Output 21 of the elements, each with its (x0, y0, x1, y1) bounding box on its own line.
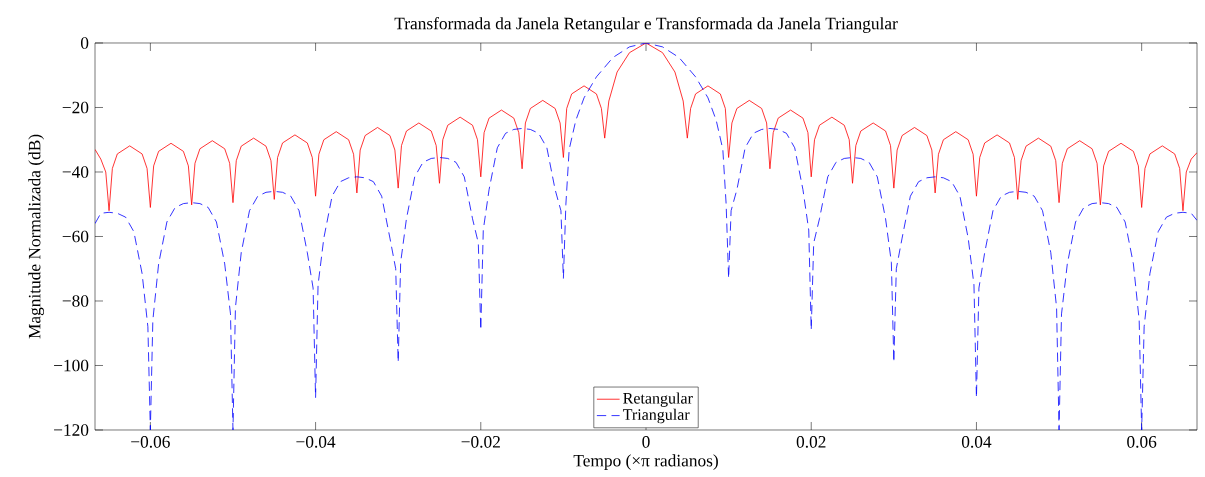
x-tick-label: −0.04 (296, 436, 336, 448)
line-series (95, 42, 1198, 212)
chart-title: Transformada da Janela Retangular e Transformada da Janela Triangular (394, 17, 898, 33)
line-series (95, 42, 1198, 430)
y-tick-label: −20 (62, 101, 89, 114)
x-tick-label: 0.02 (796, 436, 826, 448)
x-tick-label: −0.02 (461, 436, 500, 448)
legend-label: Retangular (623, 392, 693, 407)
y-tick-label: 0 (80, 37, 89, 49)
x-tick-label: 0.06 (1127, 436, 1157, 448)
y-tick-label: −100 (54, 359, 89, 372)
legend-label: Triangular (622, 408, 690, 424)
y-tick-label: −40 (62, 166, 89, 178)
x-tick-label: 0.04 (961, 436, 992, 448)
y-axis-title: Magnitude Normalizada (dB) (28, 134, 45, 339)
x-tick-label: −0.06 (131, 436, 170, 448)
x-axis-title: Tempo (×π radianos) (573, 454, 718, 470)
y-tick-label: −60 (62, 230, 89, 243)
y-tick-label: −80 (62, 295, 89, 307)
x-tick-label: 0 (642, 436, 650, 448)
y-tick-label: −120 (54, 424, 89, 436)
